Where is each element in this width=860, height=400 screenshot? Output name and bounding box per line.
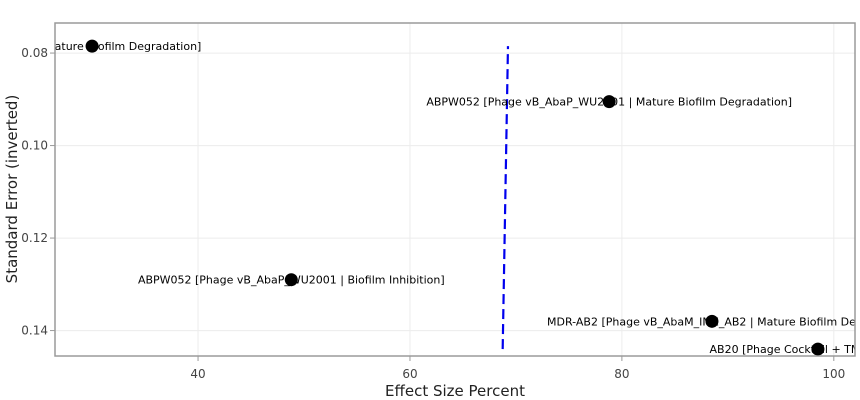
x-tick-label: 40 <box>190 367 205 381</box>
y-axis-ticks: 0.08 0.10 0.12 0.14 <box>21 46 55 338</box>
data-point-label: AB20 [Phage Cocktail + TMP/SMX (PA... <box>710 343 860 356</box>
data-point <box>284 273 298 287</box>
x-tick-label: 60 <box>402 367 417 381</box>
y-tick-label: 0.12 <box>21 231 48 245</box>
data-points: ...M_IST... | Mature Biofilm Degradation… <box>0 39 860 356</box>
data-point <box>811 342 825 356</box>
data-point <box>602 95 616 109</box>
y-axis-label: Standard Error (inverted) <box>3 95 21 284</box>
x-axis-label: Effect Size Percent <box>385 382 525 400</box>
x-tick-label: 80 <box>614 367 629 381</box>
y-tick-label: 0.08 <box>21 46 48 60</box>
data-point <box>85 39 99 53</box>
x-tick-label: 100 <box>822 367 845 381</box>
data-point-label: ...M_IST... | Mature Biofilm Degradation… <box>0 40 201 53</box>
gridlines <box>55 23 855 356</box>
plot-border <box>54 22 856 357</box>
data-point-label: ABPW052 [Phage vB_AbaP_WU2001 | Mature B… <box>426 96 792 109</box>
reference-line <box>501 46 510 350</box>
x-axis-ticks: 40 60 80 100 <box>190 356 845 381</box>
reference-line-segment <box>501 46 510 350</box>
data-point-label: MDR-AB2 [Phage vB_AbaM_IME_AB2 | Mature … <box>547 315 860 328</box>
y-tick-label: 0.14 <box>21 324 48 338</box>
data-point-label: ABPW052 [Phage vB_AbaP_WU2001 | Biofilm … <box>138 274 445 287</box>
plot-background <box>55 23 855 356</box>
y-tick-label: 0.10 <box>21 139 48 153</box>
data-point <box>705 314 719 328</box>
